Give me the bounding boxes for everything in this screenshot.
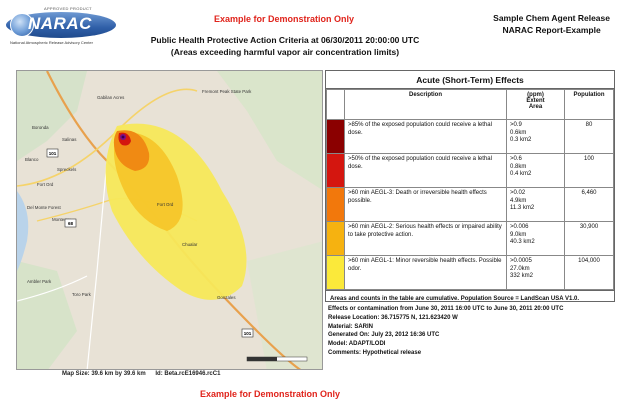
map-caption: Map Size: 39.6 km by 39.6 km Id: Beta.rc…	[62, 371, 228, 377]
demo-notice-top: Example for Demonstration Only	[214, 14, 355, 24]
extent-ppm: >0.0005	[510, 258, 532, 264]
report-header: Sample Chem Agent Release NARAC Report-E…	[493, 12, 610, 36]
effect-extent: >0.6 0.8km 0.4 km2	[506, 153, 565, 188]
effect-extent: >0.006 9.0km 40.3 km2	[506, 221, 565, 256]
map-label-boronda: Boronda	[32, 125, 49, 130]
route-shield-68: 68	[68, 221, 74, 226]
color-swatch	[326, 187, 345, 222]
map-label-ambler: Ambler Park	[27, 279, 52, 284]
plume-map[interactable]: Fremont Peak State Park Gabilan Acres Bo…	[16, 70, 323, 370]
effects-row: >60 min AEGL-1: Minor reversible health …	[326, 255, 614, 290]
map-label-toropark: Toro Park	[72, 292, 92, 297]
effects-row: >50% of the exposed population could rec…	[326, 153, 614, 188]
color-swatch	[326, 153, 345, 188]
effects-table: Description (ppm) Extent Area Population…	[326, 89, 614, 290]
effects-header-row: Description (ppm) Extent Area Population	[326, 89, 614, 120]
report-header-line1: Sample Chem Agent Release	[493, 13, 610, 23]
extent-extent: 4.9km	[510, 197, 527, 204]
color-swatch	[326, 255, 345, 290]
effect-description: >85% of the exposed population could rec…	[344, 119, 507, 154]
effect-population: 6,460	[564, 187, 614, 222]
effect-population: 100	[564, 153, 614, 188]
generated-on: Generated On: July 23, 2012 16:36 UTC	[328, 332, 440, 339]
extent-area: 0.3 km2	[510, 137, 532, 143]
extent-extent: 0.6km	[510, 129, 527, 136]
effect-extent: >0.02 4.9km 11.3 km2	[506, 187, 565, 222]
logo-name: NARAC	[28, 14, 92, 33]
effect-description: >60 min AEGL-1: Minor reversible health …	[344, 255, 507, 290]
extent-ppm: >0.02	[510, 190, 526, 196]
map-graphic: Fremont Peak State Park Gabilan Acres Bo…	[17, 71, 322, 369]
effect-description: >50% of the exposed population could rec…	[344, 153, 507, 188]
map-label-chualar: Chualar	[182, 242, 198, 247]
effects-title: Acute (Short-Term) Effects	[326, 71, 614, 89]
map-label-monterey: Monterey	[52, 217, 71, 222]
map-label-salinas: Salinas	[62, 137, 77, 142]
effects-period: Effects or contamination from June 30, 2…	[328, 306, 564, 312]
criteria-line1: Public Health Protective Action Criteria…	[150, 35, 420, 45]
effects-row: >60 min AEGL-3: Death or irreversible he…	[326, 187, 614, 222]
demo-notice-bottom: Example for Demonstration Only	[200, 389, 341, 399]
effect-extent: >0.0005 27.0km 332 km2	[506, 255, 565, 290]
effect-description: >60 min AEGL-3: Death or irreversible he…	[344, 187, 507, 222]
report-header-line2: NARAC Report-Example	[502, 25, 601, 35]
color-swatch	[326, 221, 345, 256]
route-shield-101: 101	[49, 151, 57, 156]
extent-ppm: >0.9	[510, 122, 522, 128]
extent-area: 332 km2	[510, 273, 534, 279]
narac-logo: APPROVED PRODUCT NARAC National Atmosphe…	[6, 6, 118, 46]
effect-description: >60 min AEGL-2: Serious health effects o…	[344, 221, 507, 256]
extent-ppm: >0.6	[510, 156, 522, 162]
criteria-line2: (Areas exceeding harmful vapor air conce…	[170, 47, 400, 57]
map-label-blanco: Blanco	[25, 157, 39, 162]
effects-row: >60 min AEGL-2: Serious health effects o…	[326, 221, 614, 256]
color-swatch	[326, 119, 345, 154]
effects-row: >85% of the exposed population could rec…	[326, 119, 614, 154]
extent-extent: 9.0km	[510, 231, 527, 238]
map-label-spreckels: Spreckels	[57, 167, 77, 172]
map-label-gonzales: Gonzales	[217, 295, 236, 300]
map-label-gabilan: Gabilan Acres	[97, 95, 125, 100]
map-label-fremont: Fremont Peak State Park	[202, 89, 252, 94]
swatch-header	[326, 89, 345, 120]
extent-area: 40.3 km2	[510, 239, 535, 245]
extent-extent: 0.8km	[510, 163, 527, 170]
population-header: Population	[564, 89, 614, 120]
extent-extent: 27.0km	[510, 265, 530, 272]
effects-footnote: Areas and counts in the table are cumula…	[326, 290, 614, 307]
effect-population: 104,000	[564, 255, 614, 290]
comments: Comments: Hypothetical release	[328, 349, 422, 356]
effect-population: 30,900	[564, 221, 614, 256]
map-label-fortord-2: Fort Ord	[157, 202, 174, 207]
effects-panel: Acute (Short-Term) Effects Description (…	[325, 70, 615, 302]
model: Model: ADAPT/LODI	[328, 341, 386, 348]
approved-product-text: APPROVED PRODUCT	[44, 6, 92, 11]
description-header: Description	[344, 89, 507, 120]
map-id-text: Id: Beta.rcE16946.rcC1	[155, 371, 221, 377]
extent-area: 0.4 km2	[510, 171, 532, 177]
material: Material: SARIN	[328, 323, 374, 330]
release-metadata: Effects or contamination from June 30, 2…	[328, 305, 616, 358]
effect-extent: >0.9 0.6km 0.3 km2	[506, 119, 565, 154]
globe-icon	[10, 13, 34, 37]
map-label-fortord: Fort Ord	[37, 182, 54, 187]
logo-subtitle: National Atmospheric Release Advisory Ce…	[10, 40, 93, 45]
effect-population: 80	[564, 119, 614, 154]
extent-header: (ppm) Extent Area	[506, 89, 565, 120]
map-size-text: Map Size: 39.6 km by 39.6 km	[62, 371, 146, 377]
extent-area: 11.3 km2	[510, 205, 535, 211]
map-label-delmonte: Del Monte Forest	[27, 205, 61, 210]
criteria-heading: Public Health Protective Action Criteria…	[120, 34, 450, 58]
extent-ppm: >0.006	[510, 224, 529, 230]
release-location: Release Location: 36.715775 N, 121.62342…	[328, 314, 458, 321]
route-shield-101-south: 101	[244, 331, 252, 336]
